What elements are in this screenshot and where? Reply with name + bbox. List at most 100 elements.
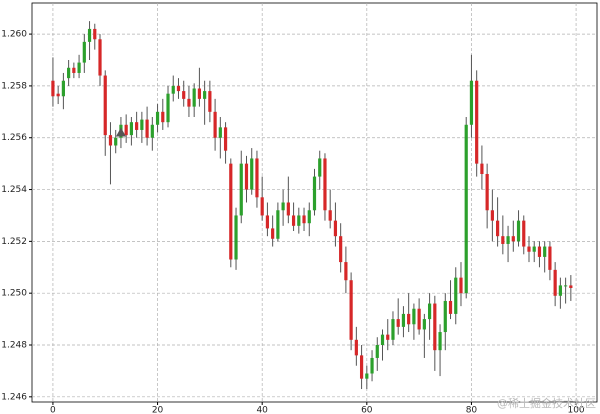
candle-body [213,111,217,138]
candle-body [187,98,191,107]
candle-body [218,127,222,138]
candle-body [229,163,233,260]
candle-body [553,269,557,296]
candle-body [558,285,562,296]
candle-body [354,339,358,356]
candle-body [469,80,474,125]
candle-body [349,280,353,340]
candle-body [103,75,107,136]
candle-body [307,210,311,224]
y-tick-label: 1.250 [1,289,27,299]
candle-body [417,308,421,330]
candle-body [124,124,128,136]
candle-body [265,215,270,229]
candle-body [77,62,81,73]
candle-body [516,220,521,242]
candle-body [386,334,390,340]
y-tick-label: 1.254 [1,185,27,195]
candle-body [564,285,568,287]
marker [115,127,126,137]
candle-body [276,210,280,239]
candle-body [155,111,160,125]
candle-body [135,122,139,130]
candle-body [496,220,500,237]
candle-body [166,93,170,123]
candle-body [480,163,484,174]
candle-body [302,215,306,224]
candle-body [522,220,526,247]
candle-body [569,285,573,288]
x-tick-label: 60 [361,406,373,414]
candle-body [380,334,385,345]
candle-body [161,111,165,123]
candle-body [365,373,369,379]
candle-body [501,236,505,244]
candle-body [401,313,406,327]
candle-body [485,174,489,211]
candle-body [234,215,238,260]
candle-body [433,303,437,351]
y-tick-label: 1.246 [1,392,27,402]
x-tick-label: 100 [567,406,584,414]
candle-body [145,119,149,138]
candle-body [407,313,411,325]
candle-body [108,135,113,146]
candle-body [297,215,301,226]
candle-body [255,158,259,198]
candle-body [114,137,118,146]
candle-body [250,158,254,190]
y-tick-label: 1.252 [1,237,27,247]
candle-body [448,300,453,314]
candle-body [93,28,97,40]
candle-body [422,319,426,330]
x-tick-label: 0 [50,406,56,414]
candle-body [182,91,186,99]
candle-body [291,215,296,226]
candle-body [281,202,285,211]
candle-body [129,122,133,136]
candle-body [223,127,228,151]
candle-body [333,220,338,237]
watermark: @稀土掘金技术社区 [497,396,596,410]
candle-body [459,277,463,294]
candle-body [176,85,181,92]
candle-body [203,91,207,99]
candle-body [312,176,317,211]
candle-body [443,300,447,333]
candle-body [98,39,102,76]
candle-body [318,158,322,177]
candle-body [454,277,458,314]
x-tick-label: 20 [152,406,164,414]
candle-body [56,93,60,97]
candle-body [150,124,154,138]
candle-body [208,91,212,112]
candle-body [506,236,510,244]
candle-body [396,319,400,327]
candle-body [359,355,364,379]
candle-body [72,67,76,73]
candle-body [244,163,249,190]
candle-body [339,236,343,263]
candle-body [548,246,552,270]
candle-body [412,308,416,325]
candle-body [328,210,332,221]
candle-body [475,80,479,164]
candle-body [391,319,395,340]
candle-body [490,210,494,221]
candle-body [375,345,379,358]
candle-body [271,228,275,239]
y-tick-label: 1.258 [1,81,27,91]
y-tick-label: 1.248 [1,341,27,351]
y-tick-label: 1.256 [1,133,27,143]
candle-body [171,85,175,94]
candle-body [260,197,264,216]
candle-body [537,246,542,257]
candle-body [370,357,374,374]
candle-body [239,163,243,216]
candle-body [82,41,86,63]
candle-body [61,80,65,97]
candle-body [67,67,71,79]
candle-body [51,80,55,97]
candle-body [464,124,468,294]
